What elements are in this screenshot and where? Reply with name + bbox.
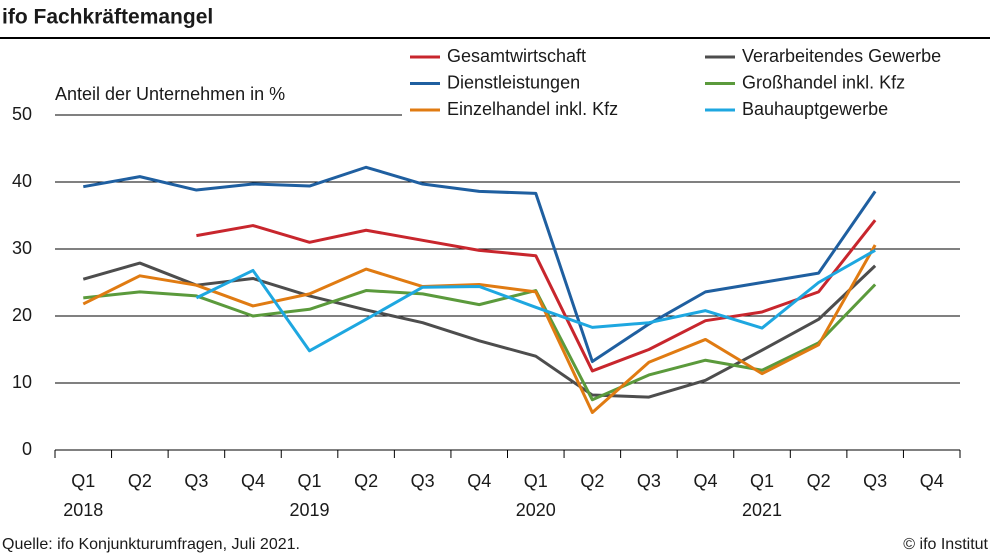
grid <box>55 114 960 451</box>
y-tick-label: 0 <box>22 439 32 459</box>
legend-label: Großhandel inkl. Kfz <box>742 72 905 92</box>
legend-label: Bauhauptgewerbe <box>742 99 888 119</box>
series-line <box>195 249 876 353</box>
legend-label: Einzelhandel inkl. Kfz <box>447 99 618 119</box>
y-tick-label: 20 <box>12 305 32 325</box>
x-tick-label: Q1 <box>298 471 322 491</box>
x-tick-label: Q1 <box>750 471 774 491</box>
legend-background <box>402 40 990 124</box>
series-line <box>83 165 877 364</box>
x-tick-label: Q1 <box>524 471 548 491</box>
x-tick-label: Q4 <box>920 471 944 491</box>
y-axis-label: Anteil der Unternehmen in % <box>55 84 285 104</box>
x-tick-label: Q4 <box>693 471 717 491</box>
series-line <box>82 261 877 399</box>
x-group-label: 2018 <box>63 500 103 520</box>
x-tick-label: Q2 <box>807 471 831 491</box>
chart-title: ifo Fachkräftemangel <box>2 6 213 29</box>
y-tick-label: 30 <box>12 238 32 258</box>
legend-label: Dienstleistungen <box>447 72 580 92</box>
x-tick-label: Q3 <box>184 471 208 491</box>
x-group-label: 2019 <box>290 500 330 520</box>
x-tick-label: Q3 <box>411 471 435 491</box>
series-line <box>83 283 877 402</box>
y-tick-label: 40 <box>12 171 32 191</box>
series-line <box>196 219 877 373</box>
legend-label: Verarbeitendes Gewerbe <box>742 46 941 66</box>
x-tick-label: Q1 <box>71 471 95 491</box>
x-tick-label: Q4 <box>241 471 265 491</box>
y-tick-label: 50 <box>12 104 32 124</box>
y-tick-label: 10 <box>12 372 32 392</box>
x-group-label: 2021 <box>742 500 782 520</box>
credit: © ifo Institut <box>903 536 988 553</box>
x-tick-label: Q2 <box>580 471 604 491</box>
source: Quelle: ifo Konjunkturumfragen, Juli 202… <box>2 536 300 553</box>
legend-label: Gesamtwirtschaft <box>447 46 586 66</box>
x-tick-label: Q3 <box>637 471 661 491</box>
x-tick-label: Q2 <box>128 471 152 491</box>
x-group-label: 2020 <box>516 500 556 520</box>
x-tick-label: Q2 <box>354 471 378 491</box>
series-line <box>82 244 877 414</box>
x-tick-label: Q3 <box>863 471 887 491</box>
x-tick-label: Q4 <box>467 471 491 491</box>
